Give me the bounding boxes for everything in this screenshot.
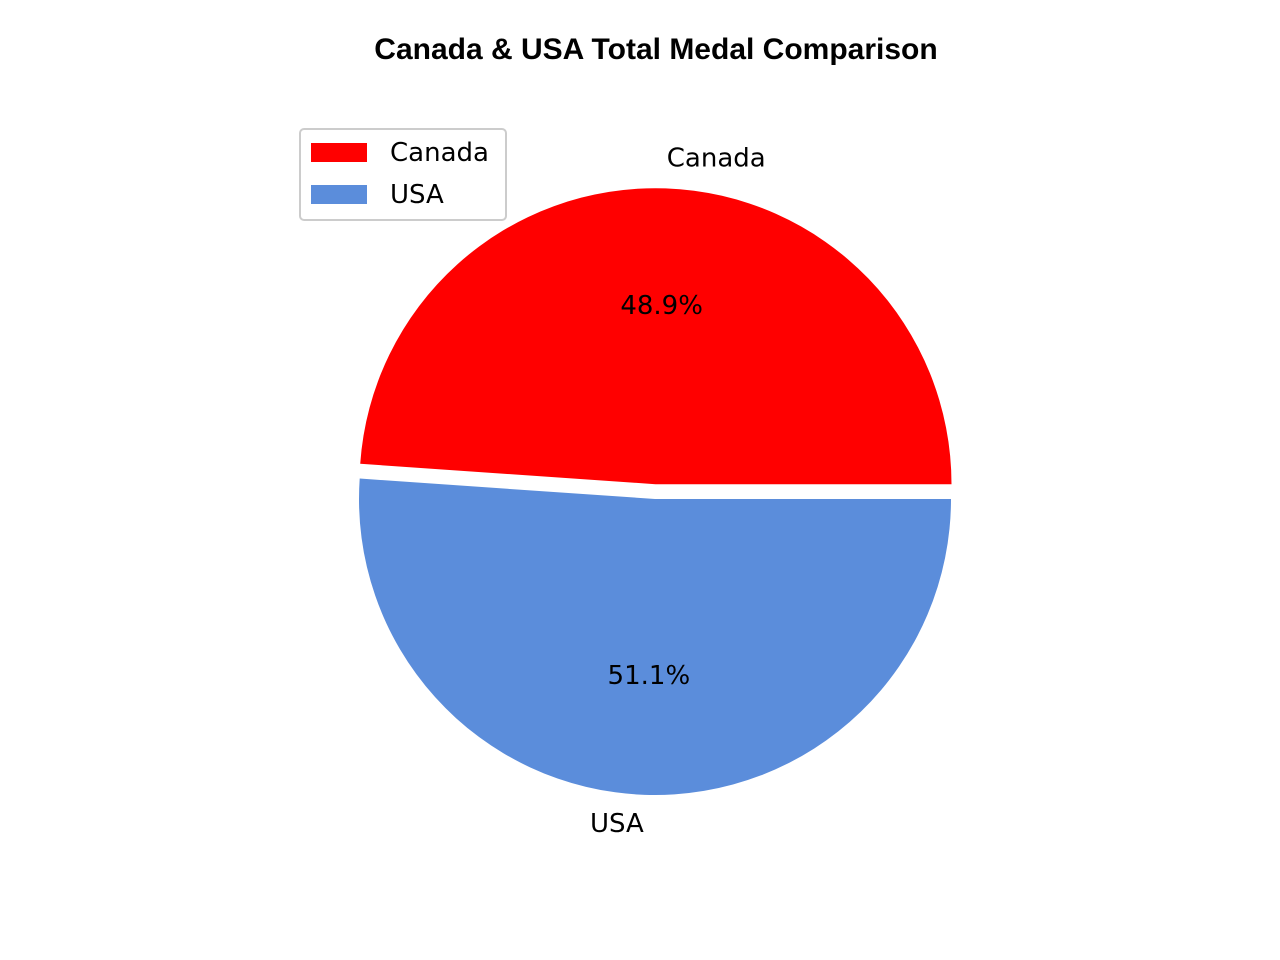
pie-slice-usa — [359, 478, 952, 795]
legend-swatch-usa — [311, 185, 367, 204]
slice-label-canada: Canada — [667, 143, 766, 173]
legend-label-usa: USA — [390, 180, 444, 210]
legend-swatch-canada — [311, 143, 367, 162]
percent-label-canada: 48.9% — [620, 291, 703, 321]
percent-label-usa: 51.1% — [608, 661, 691, 691]
legend-label-canada: Canada — [390, 138, 489, 168]
pie-slice-labels: Canada USA — [590, 143, 766, 839]
legend: Canada USA — [299, 128, 507, 221]
slice-label-usa: USA — [590, 809, 644, 839]
pie-slice-canada — [360, 188, 952, 485]
chart-title: Canada & USA Total Medal Comparison — [374, 33, 937, 66]
pie-percent-labels: 48.9% 51.1% — [608, 291, 703, 691]
pie-slices — [359, 188, 952, 795]
